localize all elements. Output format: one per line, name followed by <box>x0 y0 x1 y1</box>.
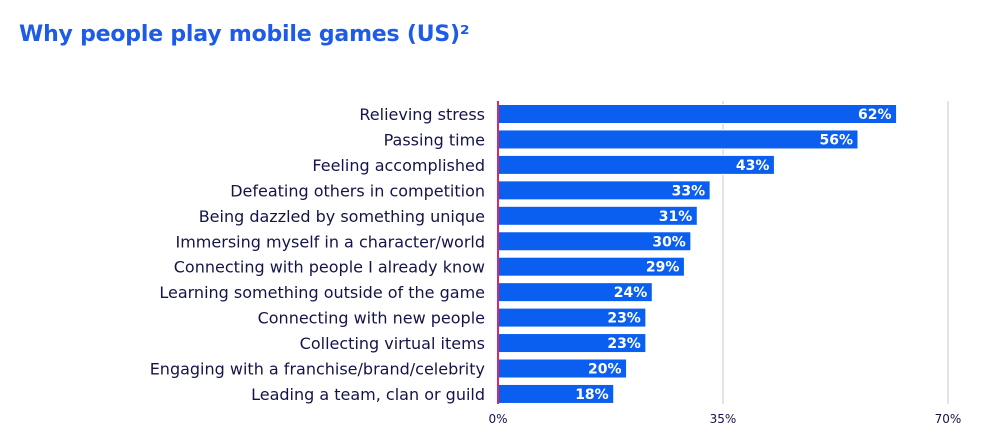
data-label: 20% <box>588 362 622 378</box>
data-label: 62% <box>858 107 892 123</box>
category-label: Passing time <box>384 130 485 149</box>
data-label: 24% <box>614 285 648 301</box>
category-label: Engaging with a franchise/brand/celebrit… <box>150 360 485 379</box>
category-label: Defeating others in competition <box>230 181 485 200</box>
category-label: Leading a team, clan or guild <box>251 385 485 404</box>
category-label: Collecting virtual items <box>300 334 485 353</box>
category-label: Learning something outside of the game <box>159 283 485 302</box>
tick-labels: 0% 35% 70% <box>488 412 961 426</box>
tick-label: 0% <box>488 412 507 426</box>
data-label: 31% <box>659 209 693 225</box>
category-label: Being dazzled by something unique <box>199 207 485 226</box>
data-label: 43% <box>736 158 770 174</box>
data-label: 56% <box>819 132 853 148</box>
category-label: Relieving stress <box>359 105 485 124</box>
data-label: 23% <box>607 336 641 352</box>
data-label: 30% <box>652 234 686 250</box>
value-labels: 62% 56% 43% 33% 31% 30% 29% 24% 23% 23% 20% 18% <box>575 107 891 403</box>
category-label: Connecting with new people <box>258 309 485 328</box>
bar <box>497 104 898 124</box>
data-label: 33% <box>672 183 706 199</box>
tick-label: 35% <box>710 412 737 426</box>
category-label: Feeling accomplished <box>312 156 485 175</box>
tick-label: 70% <box>935 412 962 426</box>
bars <box>497 104 898 404</box>
data-label: 29% <box>646 260 680 276</box>
data-label: 18% <box>575 387 609 403</box>
bar <box>497 129 859 150</box>
category-labels: Relieving stress Passing time Feeling acco… <box>150 105 485 404</box>
chart-title: Why people play mobile games (US)² <box>19 22 470 47</box>
category-label: Immersing myself in a character/world <box>176 232 486 251</box>
category-label: Connecting with people I already know <box>174 258 485 277</box>
bar <box>497 154 775 175</box>
data-label: 23% <box>607 311 641 327</box>
gridlines <box>722 101 949 404</box>
